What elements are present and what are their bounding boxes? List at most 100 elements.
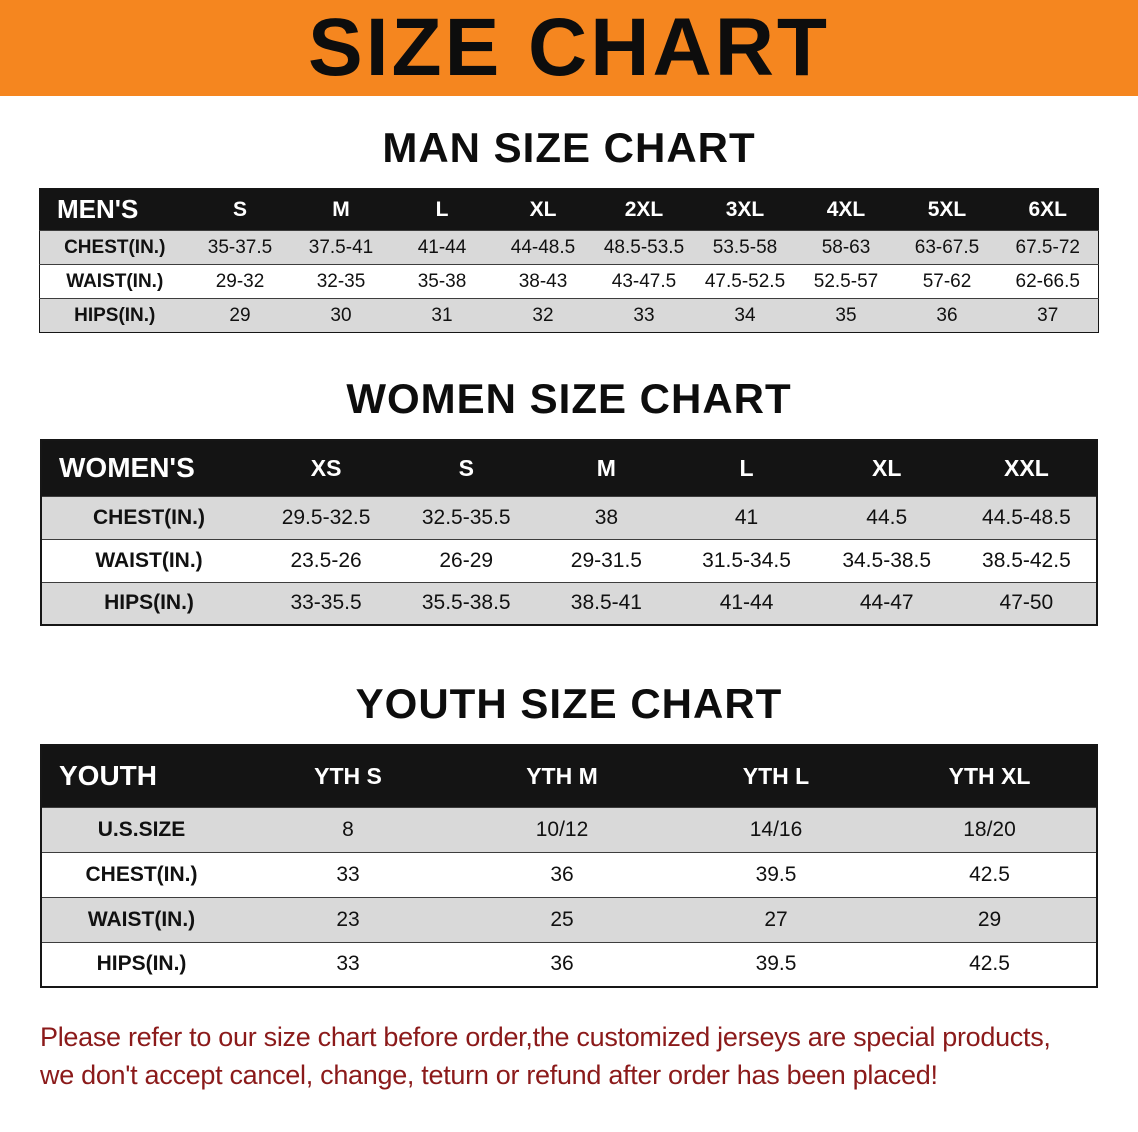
size-value: 29: [883, 896, 1097, 942]
size-value: 62-66.5: [997, 264, 1099, 299]
size-value: 44.5-48.5: [956, 495, 1097, 539]
youth-size-table: YOUTH YTH S YTH M YTH L YTH XL U.S.SIZE 8 10/12…: [40, 744, 1098, 988]
size-value: 29-32: [189, 264, 291, 299]
sections: MAN SIZE CHART MEN'S S M L XL 2XL 3XL 4XL 5XL 6XL C…: [0, 124, 1138, 988]
row-label: HIPS(IN.): [41, 581, 256, 625]
size-value: 35-38: [391, 264, 493, 299]
footer-line-1: Please refer to our size chart before or…: [40, 1022, 1051, 1052]
youth-header-row: YOUTH YTH S YTH M YTH L YTH XL: [41, 745, 1097, 807]
size-value: 32.5-35.5: [396, 495, 537, 539]
size-value: 38.5-42.5: [956, 538, 1097, 582]
size-value: 29-31.5: [536, 538, 677, 582]
row-label: WAIST(IN.): [39, 264, 190, 299]
size-value: 42.5: [883, 941, 1097, 987]
size-value: 23: [241, 896, 455, 942]
table-row: WAIST(IN.) 23 25 27 29: [41, 896, 1097, 942]
column-header: XL: [492, 188, 594, 231]
column-header: YTH S: [241, 745, 455, 807]
banner: SIZE CHART: [0, 0, 1138, 96]
size-value: 27: [669, 896, 883, 942]
size-value: 38: [536, 495, 677, 539]
size-value: 31: [391, 298, 493, 333]
table-row: CHEST(IN.) 35-37.5 37.5-41 41-44 44-48.5 48.5…: [39, 230, 1099, 265]
size-value: 33: [593, 298, 695, 333]
column-header: YTH L: [669, 745, 883, 807]
row-label: WAIST(IN.): [41, 896, 241, 942]
size-value: 34: [694, 298, 796, 333]
size-value: 29.5-32.5: [256, 495, 397, 539]
column-header: 5XL: [896, 188, 998, 231]
size-value: 32: [492, 298, 594, 333]
column-header: S: [189, 188, 291, 231]
table-row: CHEST(IN.) 33 36 39.5 42.5: [41, 851, 1097, 897]
women-size-table: WOMEN'S XS S M L XL XXL CHEST(IN.) 29.5-32.5 32.5…: [40, 439, 1098, 626]
column-header: YTH XL: [883, 745, 1097, 807]
table-row: WAIST(IN.) 29-32 32-35 35-38 38-43 43-47.5 47.…: [39, 264, 1099, 299]
row-label: CHEST(IN.): [41, 851, 241, 897]
size-value: 14/16: [669, 806, 883, 852]
column-header: S: [396, 440, 537, 496]
row-label: HIPS(IN.): [39, 298, 190, 333]
row-label: WAIST(IN.): [41, 538, 256, 582]
women-section-title: WOMEN SIZE CHART: [346, 375, 792, 422]
size-value: 36: [896, 298, 998, 333]
row-label: HIPS(IN.): [41, 941, 241, 987]
size-value: 8: [241, 806, 455, 852]
men-corner-label: MEN'S: [39, 188, 190, 231]
size-value: 26-29: [396, 538, 537, 582]
size-value: 52.5-57: [795, 264, 897, 299]
size-value: 48.5-53.5: [593, 230, 695, 265]
size-value: 57-62: [896, 264, 998, 299]
size-value: 37: [997, 298, 1099, 333]
column-header: 3XL: [694, 188, 796, 231]
size-value: 33: [241, 851, 455, 897]
size-value: 33-35.5: [256, 581, 397, 625]
size-value: 53.5-58: [694, 230, 796, 265]
men-size-table: MEN'S S M L XL 2XL 3XL 4XL 5XL 6XL CHEST(IN.) 35-37…: [39, 188, 1099, 333]
men-section-title: MAN SIZE CHART: [382, 124, 756, 171]
footer-note: Please refer to our size chart before or…: [40, 1018, 1138, 1095]
size-value: 47.5-52.5: [694, 264, 796, 299]
men-header-row: MEN'S S M L XL 2XL 3XL 4XL 5XL 6XL: [39, 188, 1099, 231]
column-header: M: [290, 188, 392, 231]
size-value: 47-50: [956, 581, 1097, 625]
size-value: 37.5-41: [290, 230, 392, 265]
size-value: 38-43: [492, 264, 594, 299]
section-youth: YOUTH SIZE CHART YOUTH YTH S YTH M YTH L YTH …: [0, 680, 1138, 988]
column-header: L: [391, 188, 493, 231]
row-label: U.S.SIZE: [41, 806, 241, 852]
column-header: XS: [256, 440, 397, 496]
size-chart-page: SIZE CHART MAN SIZE CHART MEN'S S M L XL 2XL 3X…: [0, 0, 1138, 1095]
size-value: 25: [455, 896, 669, 942]
column-header: M: [536, 440, 677, 496]
size-value: 38.5-41: [536, 581, 677, 625]
size-value: 32-35: [290, 264, 392, 299]
column-header: XXL: [956, 440, 1097, 496]
size-value: 41-44: [391, 230, 493, 265]
size-value: 35-37.5: [189, 230, 291, 265]
footer-line-2: we don't accept cancel, change, teturn o…: [40, 1060, 938, 1091]
table-row: U.S.SIZE 8 10/12 14/16 18/20: [41, 806, 1097, 852]
section-women: WOMEN SIZE CHART WOMEN'S XS S M L XL XXL CHEST(I…: [0, 375, 1138, 626]
size-value: 23.5-26: [256, 538, 397, 582]
size-value: 39.5: [669, 851, 883, 897]
column-header: YTH M: [455, 745, 669, 807]
table-row: HIPS(IN.) 33-35.5 35.5-38.5 38.5-41 41-44 44-…: [41, 581, 1097, 625]
table-row: WAIST(IN.) 23.5-26 26-29 29-31.5 31.5-34.5 34…: [41, 538, 1097, 582]
size-value: 44.5: [816, 495, 957, 539]
youth-section-title: YOUTH SIZE CHART: [355, 680, 783, 727]
section-men: MAN SIZE CHART MEN'S S M L XL 2XL 3XL 4XL 5XL 6XL C…: [0, 124, 1138, 333]
table-row: HIPS(IN.) 29 30 31 32 33 34 35 36 37: [39, 298, 1099, 333]
youth-corner-label: YOUTH: [41, 745, 241, 807]
size-value: 35.5-38.5: [396, 581, 537, 625]
women-header-row: WOMEN'S XS S M L XL XXL: [41, 440, 1097, 496]
table-row: CHEST(IN.) 29.5-32.5 32.5-35.5 38 41 44.5 44.5…: [41, 495, 1097, 539]
column-header: 4XL: [795, 188, 897, 231]
size-value: 41-44: [676, 581, 817, 625]
size-value: 36: [455, 941, 669, 987]
women-corner-label: WOMEN'S: [41, 440, 256, 496]
size-value: 31.5-34.5: [676, 538, 817, 582]
page-title: SIZE CHART: [308, 2, 830, 93]
size-value: 35: [795, 298, 897, 333]
size-value: 33: [241, 941, 455, 987]
